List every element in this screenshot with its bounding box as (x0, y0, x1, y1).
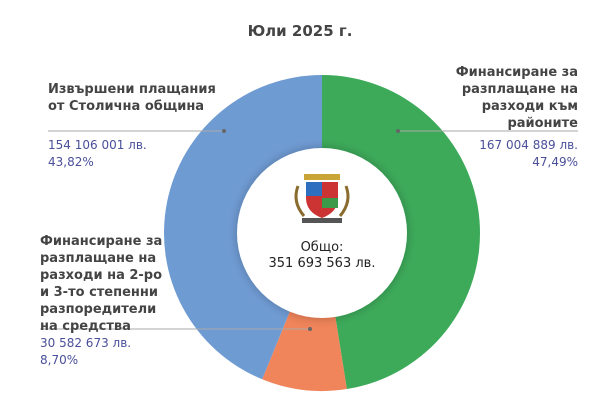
slice-value-secondary: 30 582 673 лв. (40, 336, 132, 350)
slice-percent-municipality: 43,82% (48, 155, 94, 169)
center-total: 351 693 563 лв. (268, 256, 376, 271)
slice-percent-districts: 47,49% (532, 155, 578, 169)
center-label: Общо: (300, 240, 344, 255)
slice-percent-secondary: 8,70% (40, 353, 79, 367)
slice-label-municipality: Извършени плащания от Столична община (48, 82, 216, 114)
slice-value-districts: 167 004 889 лв. (479, 138, 578, 152)
chart-title: Юли 2025 г. (247, 22, 353, 40)
donut-hole (237, 148, 407, 318)
slice-value-municipality: 154 106 001 лв. (48, 138, 147, 152)
coat-of-arms-icon (294, 174, 350, 223)
slice-label-secondary: Финансиране за разплащане на разходи на … (40, 234, 163, 334)
slice-label-districts: Финансиране за разплащане на разходи към… (455, 65, 578, 131)
